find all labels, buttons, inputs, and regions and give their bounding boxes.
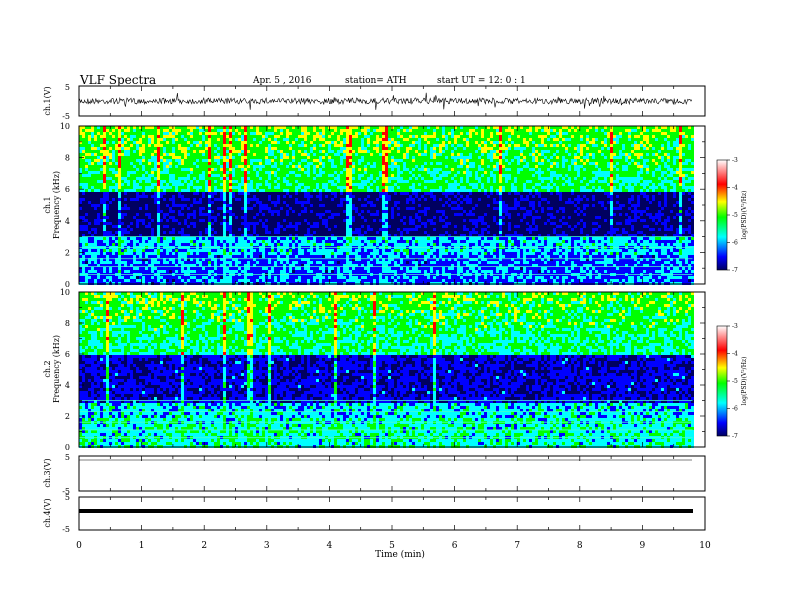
ch2-spec-ylabel-a: ch.2	[43, 360, 52, 377]
freq-tick-label: 2	[65, 412, 70, 421]
x-axis-label: Time (min)	[375, 549, 425, 560]
x-tick-label: 3	[264, 541, 270, 551]
freq-tick-label: 8	[65, 154, 70, 163]
ch3-ytick-minus5: -5	[62, 487, 70, 496]
figure-title: VLF Spectra	[79, 73, 156, 87]
x-tick-label: 5	[389, 541, 395, 551]
ch1-waveform-trace	[78, 92, 693, 110]
freq-tick-label: 6	[65, 350, 70, 359]
ch1-spectrogram-image	[79, 126, 694, 285]
ch1-spec-ylabel-a: ch.1	[43, 196, 52, 213]
x-tick-label: 7	[514, 541, 520, 551]
ch4-ylabel: ch.4(V)	[43, 498, 52, 527]
freq-tick-label: 10	[60, 122, 70, 131]
freq-tick-label: 4	[65, 217, 70, 226]
station-label: station= ATH	[345, 76, 407, 86]
ch4-ytick-minus5: -5	[62, 525, 70, 534]
colorbar-tick-label: -7	[732, 267, 738, 274]
colorbar-tick-label: -3	[732, 157, 738, 164]
ch3-ytick-5: 5	[65, 453, 70, 462]
x-tick-label: 8	[577, 541, 583, 551]
ch4-ytick-5: 5	[65, 493, 70, 502]
colorbar-tick-label: -4	[732, 351, 738, 358]
ch4-trace	[79, 509, 693, 513]
x-tick-label: 9	[640, 541, 646, 551]
freq-tick-label: 10	[60, 288, 70, 297]
x-tick-label: 2	[201, 541, 207, 551]
ch2-spectrogram-panel: 0 2 4 6 8 10 ch.2 Frequency (kHz)	[43, 288, 706, 452]
ch2-spectrogram-image	[79, 292, 694, 448]
freq-tick-label: 6	[65, 185, 70, 194]
colorbar-tick-label: -5	[732, 212, 738, 219]
start-time-label: start UT = 12: 0 : 1	[437, 76, 526, 86]
colorbar-tick-label: -6	[732, 240, 738, 247]
freq-tick-label: 8	[65, 319, 70, 328]
freq-tick-label: 0	[65, 443, 70, 452]
ch1-colorbar-label: log(PSD)(V²/Hz)	[741, 191, 748, 240]
x-tick-label: 4	[327, 541, 333, 551]
ch4-waveform-panel: 5 -5 ch.4(V)	[43, 493, 706, 534]
ch1-spec-ylabel-b: Frequency (kHz)	[52, 171, 61, 239]
colorbar-tick-label: -4	[732, 185, 738, 192]
freq-tick-label: 2	[65, 248, 70, 257]
x-tick-label: 1	[139, 541, 145, 551]
ch1-spectrogram-panel: 0 2 4 6 8 10 ch.1 Frequency (kHz)	[43, 122, 706, 289]
colorbar-tick-label: -3	[732, 323, 738, 330]
ch3-waveform-panel: 5 -5 ch.3(V)	[43, 453, 706, 496]
ch2-colorbar-label: log(PSD)(V²/Hz)	[741, 357, 748, 406]
ch1-ytick-5: 5	[65, 83, 70, 92]
ch1-waveform-panel: 5 -5 ch.1(V)	[43, 83, 706, 121]
time-axis: 0 1 2 3 4 5 6 7 8 9 10	[76, 86, 711, 551]
colorbar-tick-label: -7	[732, 433, 738, 440]
date-label: Apr. 5 , 2016	[252, 76, 312, 86]
ch1-ytick-minus5: -5	[62, 112, 70, 121]
x-tick-label: 6	[452, 541, 458, 551]
colorbar-tick-label: -5	[732, 378, 738, 385]
ch3-ylabel: ch.3(V)	[43, 458, 52, 487]
freq-tick-label: 4	[65, 381, 70, 390]
ch2-spec-ylabel-b: Frequency (kHz)	[52, 335, 61, 403]
freq-tick-label: 0	[65, 280, 70, 289]
x-tick-label: 0	[76, 541, 82, 551]
ch1-ylabel: ch.1(V)	[43, 86, 52, 115]
ch1-colorbar: -3 -4 -5 -6 -7 log(PSD)(V²/Hz)	[716, 157, 748, 274]
x-tick-label: 10	[699, 541, 711, 551]
ch2-colorbar: -3 -4 -5 -6 -7 log(PSD)(V²/Hz)	[716, 323, 748, 440]
colorbar-tick-label: -6	[732, 406, 738, 413]
